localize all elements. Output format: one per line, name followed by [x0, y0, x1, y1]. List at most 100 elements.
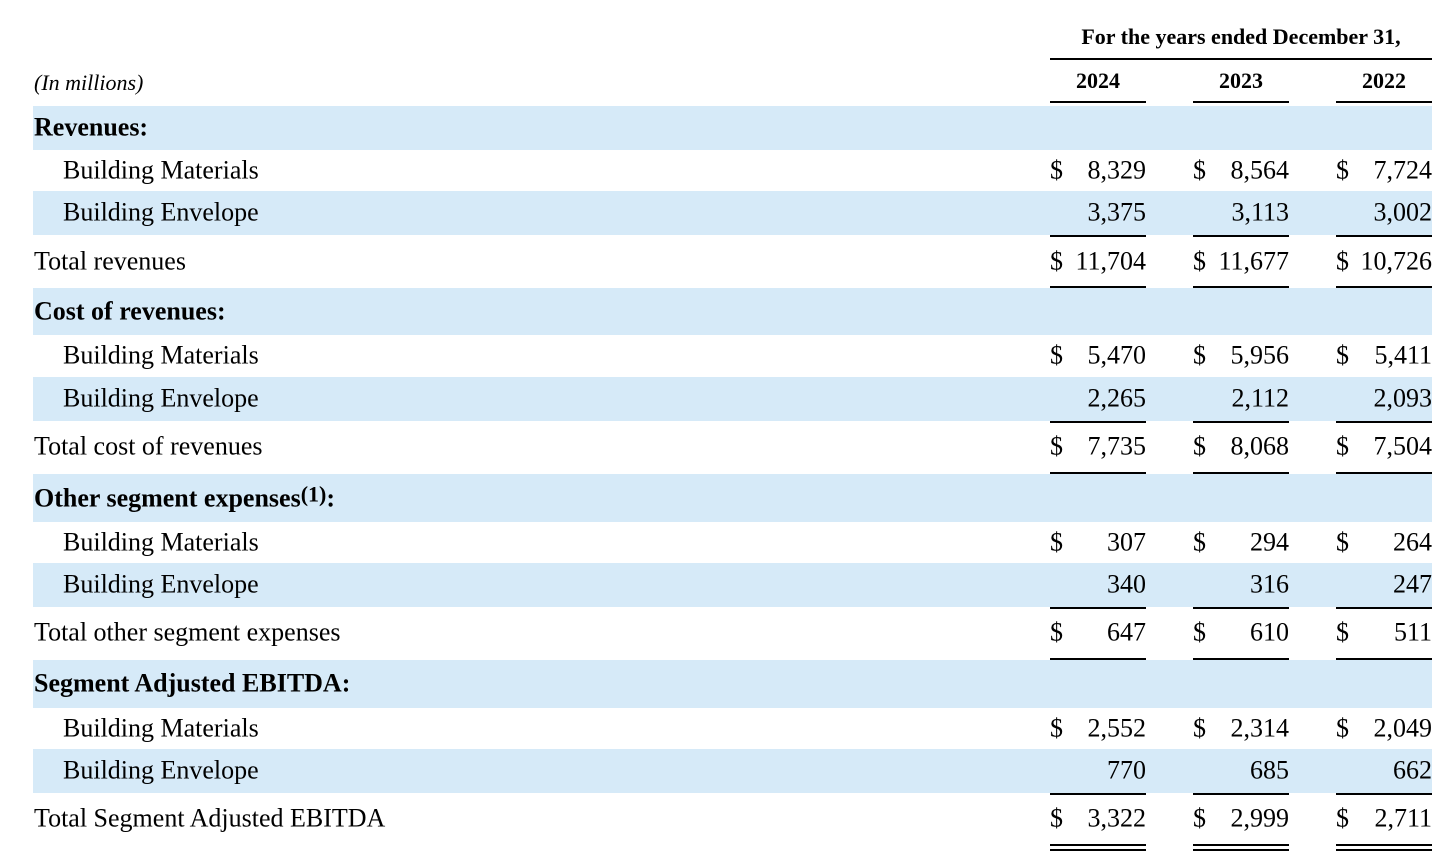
currency-symbol: $	[1336, 245, 1349, 275]
subtotal-underline	[1193, 793, 1289, 795]
row-label: Revenues:	[34, 112, 148, 142]
value-cell-2023: $5,956	[1193, 335, 1289, 377]
value-cell-2023: $2,999	[1193, 793, 1290, 851]
year-2022-rule	[1336, 101, 1432, 103]
value-number: 2,711	[1374, 803, 1432, 833]
value-number: 264	[1393, 527, 1432, 557]
value-number: 3,113	[1231, 197, 1289, 227]
value-cell-2024: $2,552	[1050, 708, 1146, 749]
row-label-text: Total cost of revenues	[34, 431, 263, 461]
value-number: 770	[1107, 755, 1146, 785]
value-number: 7,504	[1373, 431, 1433, 461]
currency-symbol: $	[1193, 340, 1206, 370]
value-number: 340	[1107, 569, 1146, 599]
row-label: Cost of revenues:	[34, 296, 226, 326]
line-item-row: Building Envelope 3,375 3,113 3,002	[33, 191, 1433, 237]
row-label-text: Segment Adjusted EBITDA:	[34, 668, 351, 698]
value-cell-2022: $7,724	[1336, 150, 1432, 191]
year-2024-rule	[1050, 101, 1146, 103]
subtotal-underline	[1193, 421, 1289, 423]
value-number: 11,704	[1075, 245, 1146, 275]
total-double-underline	[1193, 844, 1289, 851]
value-cell-2023: $11,677	[1193, 236, 1289, 293]
label-suffix: :	[326, 483, 336, 513]
row-label: Building Envelope	[63, 383, 259, 413]
value-number: 662	[1393, 755, 1432, 785]
currency-symbol: $	[1336, 617, 1349, 647]
value-cell-2022: $264	[1336, 522, 1432, 564]
line-item-row: Building Materials $2,552 $2,314 $2,049	[33, 708, 1432, 749]
value-cell-2024: 3,375	[1050, 191, 1146, 237]
value-number: 2,314	[1230, 712, 1290, 742]
row-label: Building Materials	[63, 155, 259, 185]
value-cell-2024: $3,322	[1050, 793, 1147, 851]
value-number: 7,724	[1373, 154, 1433, 184]
line-item-row: Building Materials $8,329 $8,564 $7,724	[33, 150, 1432, 191]
value-number: 3,322	[1087, 803, 1147, 833]
value-cell-2022: 247	[1336, 563, 1432, 609]
currency-symbol: $	[1193, 154, 1206, 184]
total-row: Total Segment Adjusted EBITDA $3,322 $2,99…	[33, 793, 1432, 851]
value-number: 11,677	[1218, 245, 1289, 275]
row-label: Building Materials	[63, 527, 259, 557]
currency-symbol: $	[1336, 527, 1349, 557]
subtotal-underline	[1336, 421, 1432, 423]
value-cell-2024: $5,470	[1050, 335, 1146, 377]
row-label: Building Envelope	[63, 569, 259, 599]
value-cell-2024: 340	[1050, 563, 1146, 609]
row-label-text: Total revenues	[34, 245, 186, 275]
period-header-rule	[1050, 58, 1432, 60]
line-item-row: Building Envelope 770 685 662	[33, 749, 1432, 795]
section-header-row: Cost of revenues:	[33, 288, 1432, 335]
row-label: Total other segment expenses	[34, 617, 340, 647]
row-label: Building Materials	[63, 713, 259, 743]
total-row: Total cost of revenues $7,735 $8,068 $7,504	[33, 421, 1433, 479]
subtotal-underline	[1193, 607, 1289, 609]
year-2023-header: 2023	[1219, 68, 1263, 93]
value-number: 2,265	[1087, 383, 1147, 413]
row-label-text: Building Materials	[63, 340, 259, 370]
subtotal-underline	[1050, 607, 1146, 609]
year-2024-header: 2024	[1076, 68, 1120, 93]
value-number: 7,735	[1087, 431, 1147, 461]
value-cell-2023: 316	[1193, 563, 1289, 609]
line-item-row: Building Materials $5,470 $5,956 $5,411	[33, 335, 1432, 377]
value-cell-2024: $8,329	[1050, 150, 1146, 191]
currency-symbol: $	[1336, 431, 1349, 461]
value-number: 2,999	[1230, 803, 1290, 833]
value-number: 2,093	[1373, 383, 1433, 413]
subtotal-underline	[1193, 235, 1289, 237]
value-cell-2024: 2,265	[1050, 377, 1147, 423]
currency-symbol: $	[1050, 617, 1063, 647]
footnote-marker: (1)	[300, 481, 327, 507]
value-cell-2024: $7,735	[1050, 421, 1147, 479]
currency-symbol: $	[1193, 712, 1206, 742]
currency-symbol: $	[1193, 245, 1206, 275]
value-cell-2022: $10,726	[1336, 236, 1432, 293]
section-header-row: Other segment expenses(1):	[33, 474, 1432, 522]
value-cell-2023: $610	[1193, 607, 1289, 665]
value-cell-2023: $8,564	[1193, 150, 1289, 191]
currency-symbol: $	[1050, 803, 1063, 833]
value-cell-2023: 685	[1193, 749, 1289, 795]
row-label: Segment Adjusted EBITDA:	[34, 668, 350, 698]
row-label: Total revenues	[34, 246, 186, 276]
row-label-text: Revenues:	[34, 112, 149, 142]
currency-symbol: $	[1050, 712, 1063, 742]
value-number: 610	[1250, 617, 1289, 647]
value-cell-2024: $11,704	[1050, 236, 1146, 293]
value-number: 647	[1107, 617, 1146, 647]
year-2023-rule	[1193, 101, 1289, 103]
period-header: For the years ended December 31,	[1081, 24, 1401, 49]
value-number: 3,002	[1373, 197, 1433, 227]
value-cell-2024: $647	[1050, 607, 1146, 665]
currency-symbol: $	[1193, 803, 1206, 833]
currency-symbol: $	[1193, 527, 1206, 557]
total-row: Total revenues $11,704 $11,677 $10,726	[33, 236, 1432, 293]
line-item-row: Building Envelope 340 316 247	[33, 563, 1432, 609]
currency-symbol: $	[1050, 245, 1063, 275]
value-number: 247	[1393, 569, 1432, 599]
value-cell-2023: 2,112	[1193, 377, 1289, 423]
currency-symbol: $	[1050, 431, 1063, 461]
row-label-text: Total Segment Adjusted EBITDA	[34, 803, 386, 833]
